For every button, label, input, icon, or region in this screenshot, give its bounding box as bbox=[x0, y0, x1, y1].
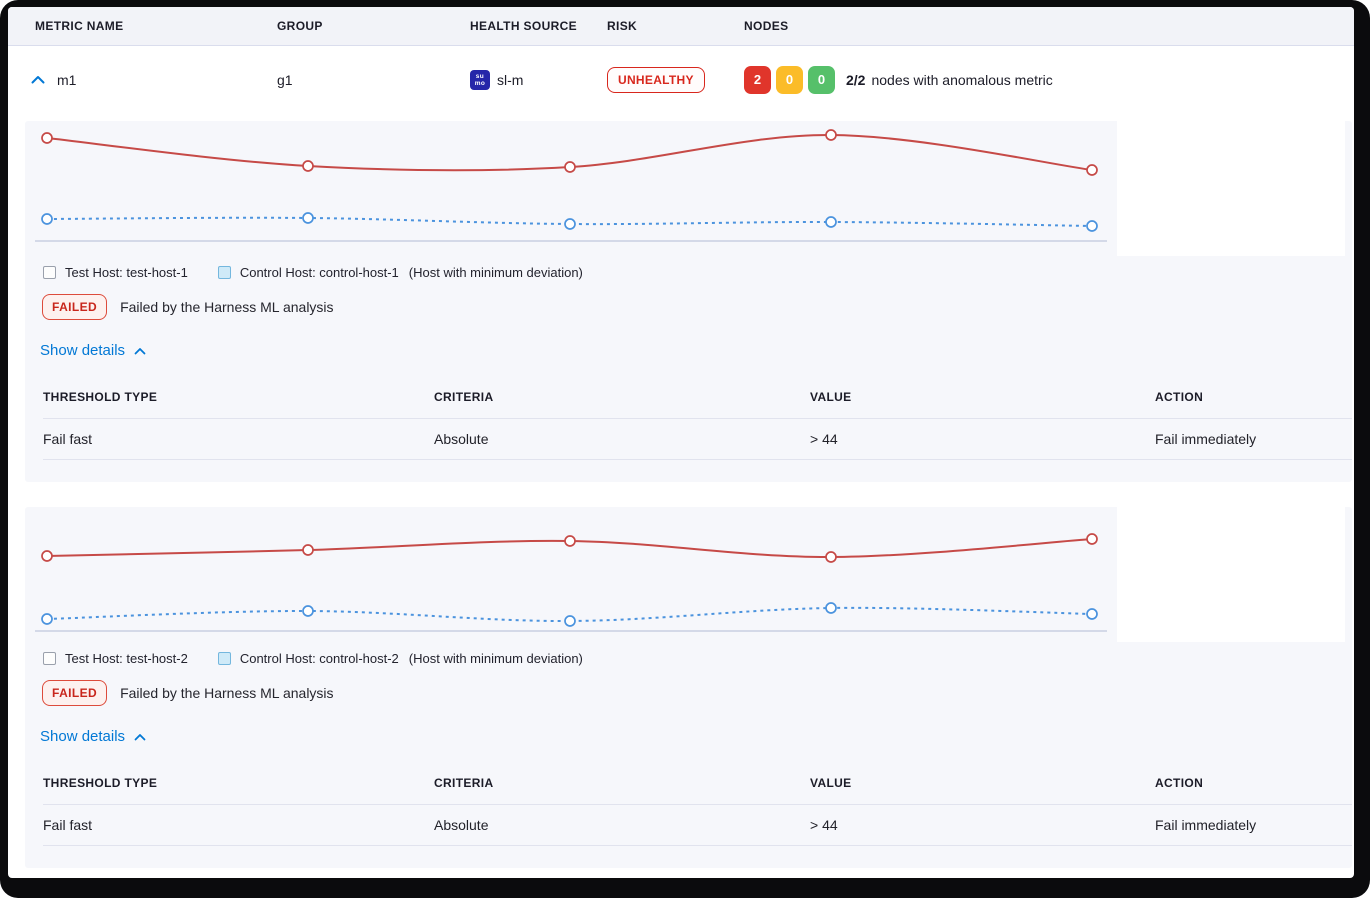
host-analysis-panel-1: Test Host: test-host-1 Control Host: con… bbox=[25, 121, 1352, 482]
col-action: ACTION bbox=[1155, 390, 1204, 404]
show-details-label: Show details bbox=[40, 728, 126, 745]
control-host-checkbox[interactable] bbox=[217, 265, 231, 279]
analysis-status-message: Failed by the Harness ML analysis bbox=[120, 299, 334, 315]
chart-row bbox=[25, 507, 1352, 642]
threshold-table-header: THRESHOLD TYPE CRITERIA VALUE ACTION bbox=[43, 376, 1352, 419]
chart-legend: Test Host: test-host-2 Control Host: con… bbox=[43, 650, 1352, 666]
nodes-ratio: 2/2 bbox=[846, 71, 866, 88]
column-header-group: GROUP bbox=[277, 19, 323, 33]
chevron-up-icon bbox=[31, 76, 45, 84]
analysis-status-row: FAILED Failed by the Harness ML analysis bbox=[42, 680, 1352, 706]
cell-threshold-type: Fail fast bbox=[43, 431, 93, 447]
col-threshold-type: THRESHOLD TYPE bbox=[43, 776, 158, 790]
table-header: METRIC NAME GROUP HEALTH SOURCE RISK NOD… bbox=[8, 7, 1354, 46]
node-count-anomalous-badge: 2 bbox=[744, 65, 771, 94]
cell-value: > 44 bbox=[810, 817, 838, 833]
show-details-label: Show details bbox=[40, 342, 126, 359]
health-source-label: sl-m bbox=[497, 71, 524, 88]
chart-row bbox=[25, 121, 1352, 256]
threshold-table-row: Fail fast Absolute > 44 Fail immediately bbox=[43, 419, 1352, 460]
chevron-up-icon bbox=[134, 347, 146, 354]
col-threshold-type: THRESHOLD TYPE bbox=[43, 390, 158, 404]
legend-test-host-label: Test Host: test-host-1 bbox=[65, 264, 188, 280]
nodes-caption: nodes with anomalous metric bbox=[871, 71, 1053, 88]
legend-item-control-host[interactable]: Control Host: control-host-1 bbox=[217, 264, 399, 280]
legend-item-control-host[interactable]: Control Host: control-host-2 bbox=[217, 650, 399, 666]
control-host-checkbox[interactable] bbox=[217, 651, 231, 665]
chart-legend: Test Host: test-host-1 Control Host: con… bbox=[43, 264, 1352, 280]
column-header-risk: RISK bbox=[607, 19, 638, 33]
host-analysis-panel-2: Test Host: test-host-2 Control Host: con… bbox=[25, 507, 1352, 868]
col-action: ACTION bbox=[1155, 776, 1204, 790]
expanded-row-content: Test Host: test-host-1 Control Host: con… bbox=[8, 113, 1354, 868]
test-host-checkbox[interactable] bbox=[43, 265, 56, 279]
node-count-healthy-badge: 0 bbox=[808, 65, 835, 94]
cell-action: Fail immediately bbox=[1155, 817, 1257, 833]
cell-action: Fail immediately bbox=[1155, 431, 1257, 447]
threshold-table-row: Fail fast Absolute > 44 Fail immediately bbox=[43, 805, 1352, 846]
risk-badge-unhealthy: UNHEALTHY bbox=[607, 66, 705, 93]
legend-item-test-host[interactable]: Test Host: test-host-2 bbox=[43, 651, 188, 666]
col-criteria: CRITERIA bbox=[434, 390, 494, 404]
show-details-toggle[interactable]: Show details bbox=[40, 728, 146, 745]
legend-note: (Host with minimum deviation) bbox=[408, 264, 583, 280]
sumologic-icon: su mo bbox=[470, 69, 490, 90]
legend-control-host-label: Control Host: control-host-2 bbox=[239, 650, 399, 666]
analysis-status-message: Failed by the Harness ML analysis bbox=[120, 685, 334, 701]
cell-threshold-type: Fail fast bbox=[43, 817, 93, 833]
show-details-toggle[interactable]: Show details bbox=[40, 342, 146, 359]
collapse-row-button[interactable] bbox=[30, 72, 46, 88]
test-host-checkbox[interactable] bbox=[43, 651, 56, 665]
threshold-details-table: THRESHOLD TYPE CRITERIA VALUE ACTION Fai… bbox=[43, 762, 1352, 846]
legend-control-host-label: Control Host: control-host-1 bbox=[239, 264, 399, 280]
col-value: VALUE bbox=[810, 776, 852, 790]
metric-timeseries-chart-2 bbox=[35, 533, 1107, 632]
col-value: VALUE bbox=[810, 390, 852, 404]
metrics-analysis-view: METRIC NAME GROUP HEALTH SOURCE RISK NOD… bbox=[8, 7, 1354, 878]
failed-badge: FAILED bbox=[42, 294, 108, 320]
column-header-metric-name: METRIC NAME bbox=[35, 19, 124, 33]
threshold-details-table: THRESHOLD TYPE CRITERIA VALUE ACTION Fai… bbox=[43, 376, 1352, 460]
column-header-health-source: HEALTH SOURCE bbox=[470, 19, 577, 33]
legend-test-host-label: Test Host: test-host-2 bbox=[65, 650, 188, 666]
metric-group: g1 bbox=[277, 71, 293, 88]
chevron-up-icon bbox=[134, 733, 146, 740]
threshold-table-header: THRESHOLD TYPE CRITERIA VALUE ACTION bbox=[43, 762, 1352, 805]
analysis-status-row: FAILED Failed by the Harness ML analysis bbox=[42, 294, 1352, 320]
chart-side-spacer bbox=[1117, 121, 1345, 256]
sumologic-icon-text-bottom: mo bbox=[474, 79, 486, 87]
metric-name: m1 bbox=[57, 71, 77, 88]
column-header-nodes: NODES bbox=[744, 19, 789, 33]
legend-note: (Host with minimum deviation) bbox=[408, 650, 583, 666]
cell-criteria: Absolute bbox=[434, 817, 489, 833]
sumologic-icon-text-top: su bbox=[475, 72, 485, 80]
metric-timeseries-chart-1 bbox=[35, 129, 1107, 242]
metric-row: m1 g1 su mo sl-m UNHEALTHY 2 0 0 2/2 nod… bbox=[8, 46, 1354, 113]
col-criteria: CRITERIA bbox=[434, 776, 494, 790]
node-count-warning-badge: 0 bbox=[776, 65, 803, 94]
cell-value: > 44 bbox=[810, 431, 838, 447]
cell-criteria: Absolute bbox=[434, 431, 489, 447]
legend-item-test-host[interactable]: Test Host: test-host-1 bbox=[43, 265, 188, 280]
chart-side-spacer bbox=[1117, 507, 1345, 642]
failed-badge: FAILED bbox=[42, 680, 108, 706]
